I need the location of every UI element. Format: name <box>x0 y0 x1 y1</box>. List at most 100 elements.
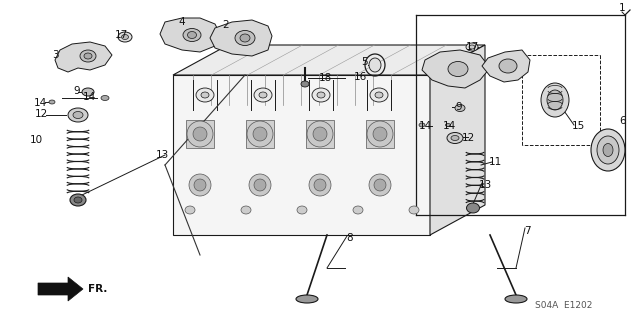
Ellipse shape <box>187 121 213 147</box>
Text: 2: 2 <box>222 20 228 30</box>
Polygon shape <box>55 42 112 72</box>
Ellipse shape <box>183 28 201 41</box>
Text: 14: 14 <box>83 92 96 102</box>
Ellipse shape <box>296 295 318 303</box>
Text: 17: 17 <box>466 42 479 52</box>
Ellipse shape <box>189 174 211 196</box>
Ellipse shape <box>445 123 451 127</box>
Ellipse shape <box>367 121 393 147</box>
Ellipse shape <box>597 136 619 164</box>
Ellipse shape <box>297 206 307 214</box>
Ellipse shape <box>74 197 82 203</box>
Ellipse shape <box>194 179 206 191</box>
Polygon shape <box>430 45 485 235</box>
Polygon shape <box>173 75 430 235</box>
Polygon shape <box>422 50 490 88</box>
Ellipse shape <box>80 50 96 62</box>
Ellipse shape <box>307 121 333 147</box>
Text: 17: 17 <box>115 30 128 40</box>
Polygon shape <box>173 45 485 75</box>
Ellipse shape <box>253 127 267 141</box>
Text: 9: 9 <box>455 102 461 112</box>
Ellipse shape <box>312 88 330 102</box>
Ellipse shape <box>188 32 196 39</box>
Ellipse shape <box>375 92 383 98</box>
Ellipse shape <box>309 174 331 196</box>
Text: 3: 3 <box>52 50 59 60</box>
Text: 16: 16 <box>354 72 367 82</box>
Text: 1: 1 <box>619 3 626 13</box>
Polygon shape <box>366 120 394 148</box>
Text: 15: 15 <box>572 121 585 131</box>
Polygon shape <box>306 120 334 148</box>
Polygon shape <box>246 120 274 148</box>
Ellipse shape <box>419 123 425 127</box>
Text: 12: 12 <box>35 109 48 119</box>
Ellipse shape <box>84 53 92 59</box>
Text: 7: 7 <box>524 226 531 236</box>
Ellipse shape <box>603 144 613 157</box>
Ellipse shape <box>451 136 459 140</box>
Ellipse shape <box>122 34 129 40</box>
Ellipse shape <box>467 203 479 213</box>
Polygon shape <box>38 277 83 301</box>
Text: 5: 5 <box>361 57 367 67</box>
Ellipse shape <box>541 83 569 117</box>
Ellipse shape <box>314 179 326 191</box>
Ellipse shape <box>240 34 250 42</box>
Polygon shape <box>210 20 272 56</box>
Ellipse shape <box>73 112 83 118</box>
Ellipse shape <box>241 206 251 214</box>
Ellipse shape <box>49 100 55 104</box>
Text: 14: 14 <box>443 121 456 131</box>
Ellipse shape <box>259 92 267 98</box>
Polygon shape <box>160 18 220 52</box>
Text: 13: 13 <box>479 180 492 190</box>
Ellipse shape <box>247 121 273 147</box>
Ellipse shape <box>317 92 325 98</box>
Ellipse shape <box>313 127 327 141</box>
Ellipse shape <box>254 88 272 102</box>
Ellipse shape <box>505 295 527 303</box>
Ellipse shape <box>201 92 209 98</box>
Text: 18: 18 <box>319 73 332 83</box>
Text: 12: 12 <box>462 133 476 143</box>
Text: 10: 10 <box>30 135 43 145</box>
Ellipse shape <box>185 206 195 214</box>
Text: S04A  E1202: S04A E1202 <box>535 300 593 309</box>
Ellipse shape <box>118 32 132 42</box>
Ellipse shape <box>301 81 309 87</box>
Ellipse shape <box>369 174 391 196</box>
Ellipse shape <box>447 132 463 144</box>
Ellipse shape <box>249 174 271 196</box>
Ellipse shape <box>254 179 266 191</box>
Text: FR.: FR. <box>88 284 108 294</box>
Ellipse shape <box>466 43 478 51</box>
Text: 6: 6 <box>619 116 626 126</box>
Ellipse shape <box>101 95 109 100</box>
Ellipse shape <box>68 108 88 122</box>
Text: 14: 14 <box>419 121 432 131</box>
Ellipse shape <box>455 105 465 112</box>
Ellipse shape <box>499 59 517 73</box>
Ellipse shape <box>82 88 94 96</box>
Ellipse shape <box>370 88 388 102</box>
Text: 13: 13 <box>156 150 169 160</box>
Ellipse shape <box>547 90 563 110</box>
Polygon shape <box>186 120 214 148</box>
Ellipse shape <box>591 129 625 171</box>
Ellipse shape <box>369 58 381 72</box>
Text: 9: 9 <box>73 86 79 96</box>
Ellipse shape <box>353 206 363 214</box>
Ellipse shape <box>469 45 475 49</box>
Ellipse shape <box>409 206 419 214</box>
Ellipse shape <box>374 179 386 191</box>
Text: 14: 14 <box>34 98 47 108</box>
Text: 8: 8 <box>346 233 353 243</box>
Ellipse shape <box>193 127 207 141</box>
Ellipse shape <box>235 31 255 46</box>
Ellipse shape <box>373 127 387 141</box>
Ellipse shape <box>70 194 86 206</box>
Polygon shape <box>482 50 530 82</box>
Ellipse shape <box>448 62 468 77</box>
